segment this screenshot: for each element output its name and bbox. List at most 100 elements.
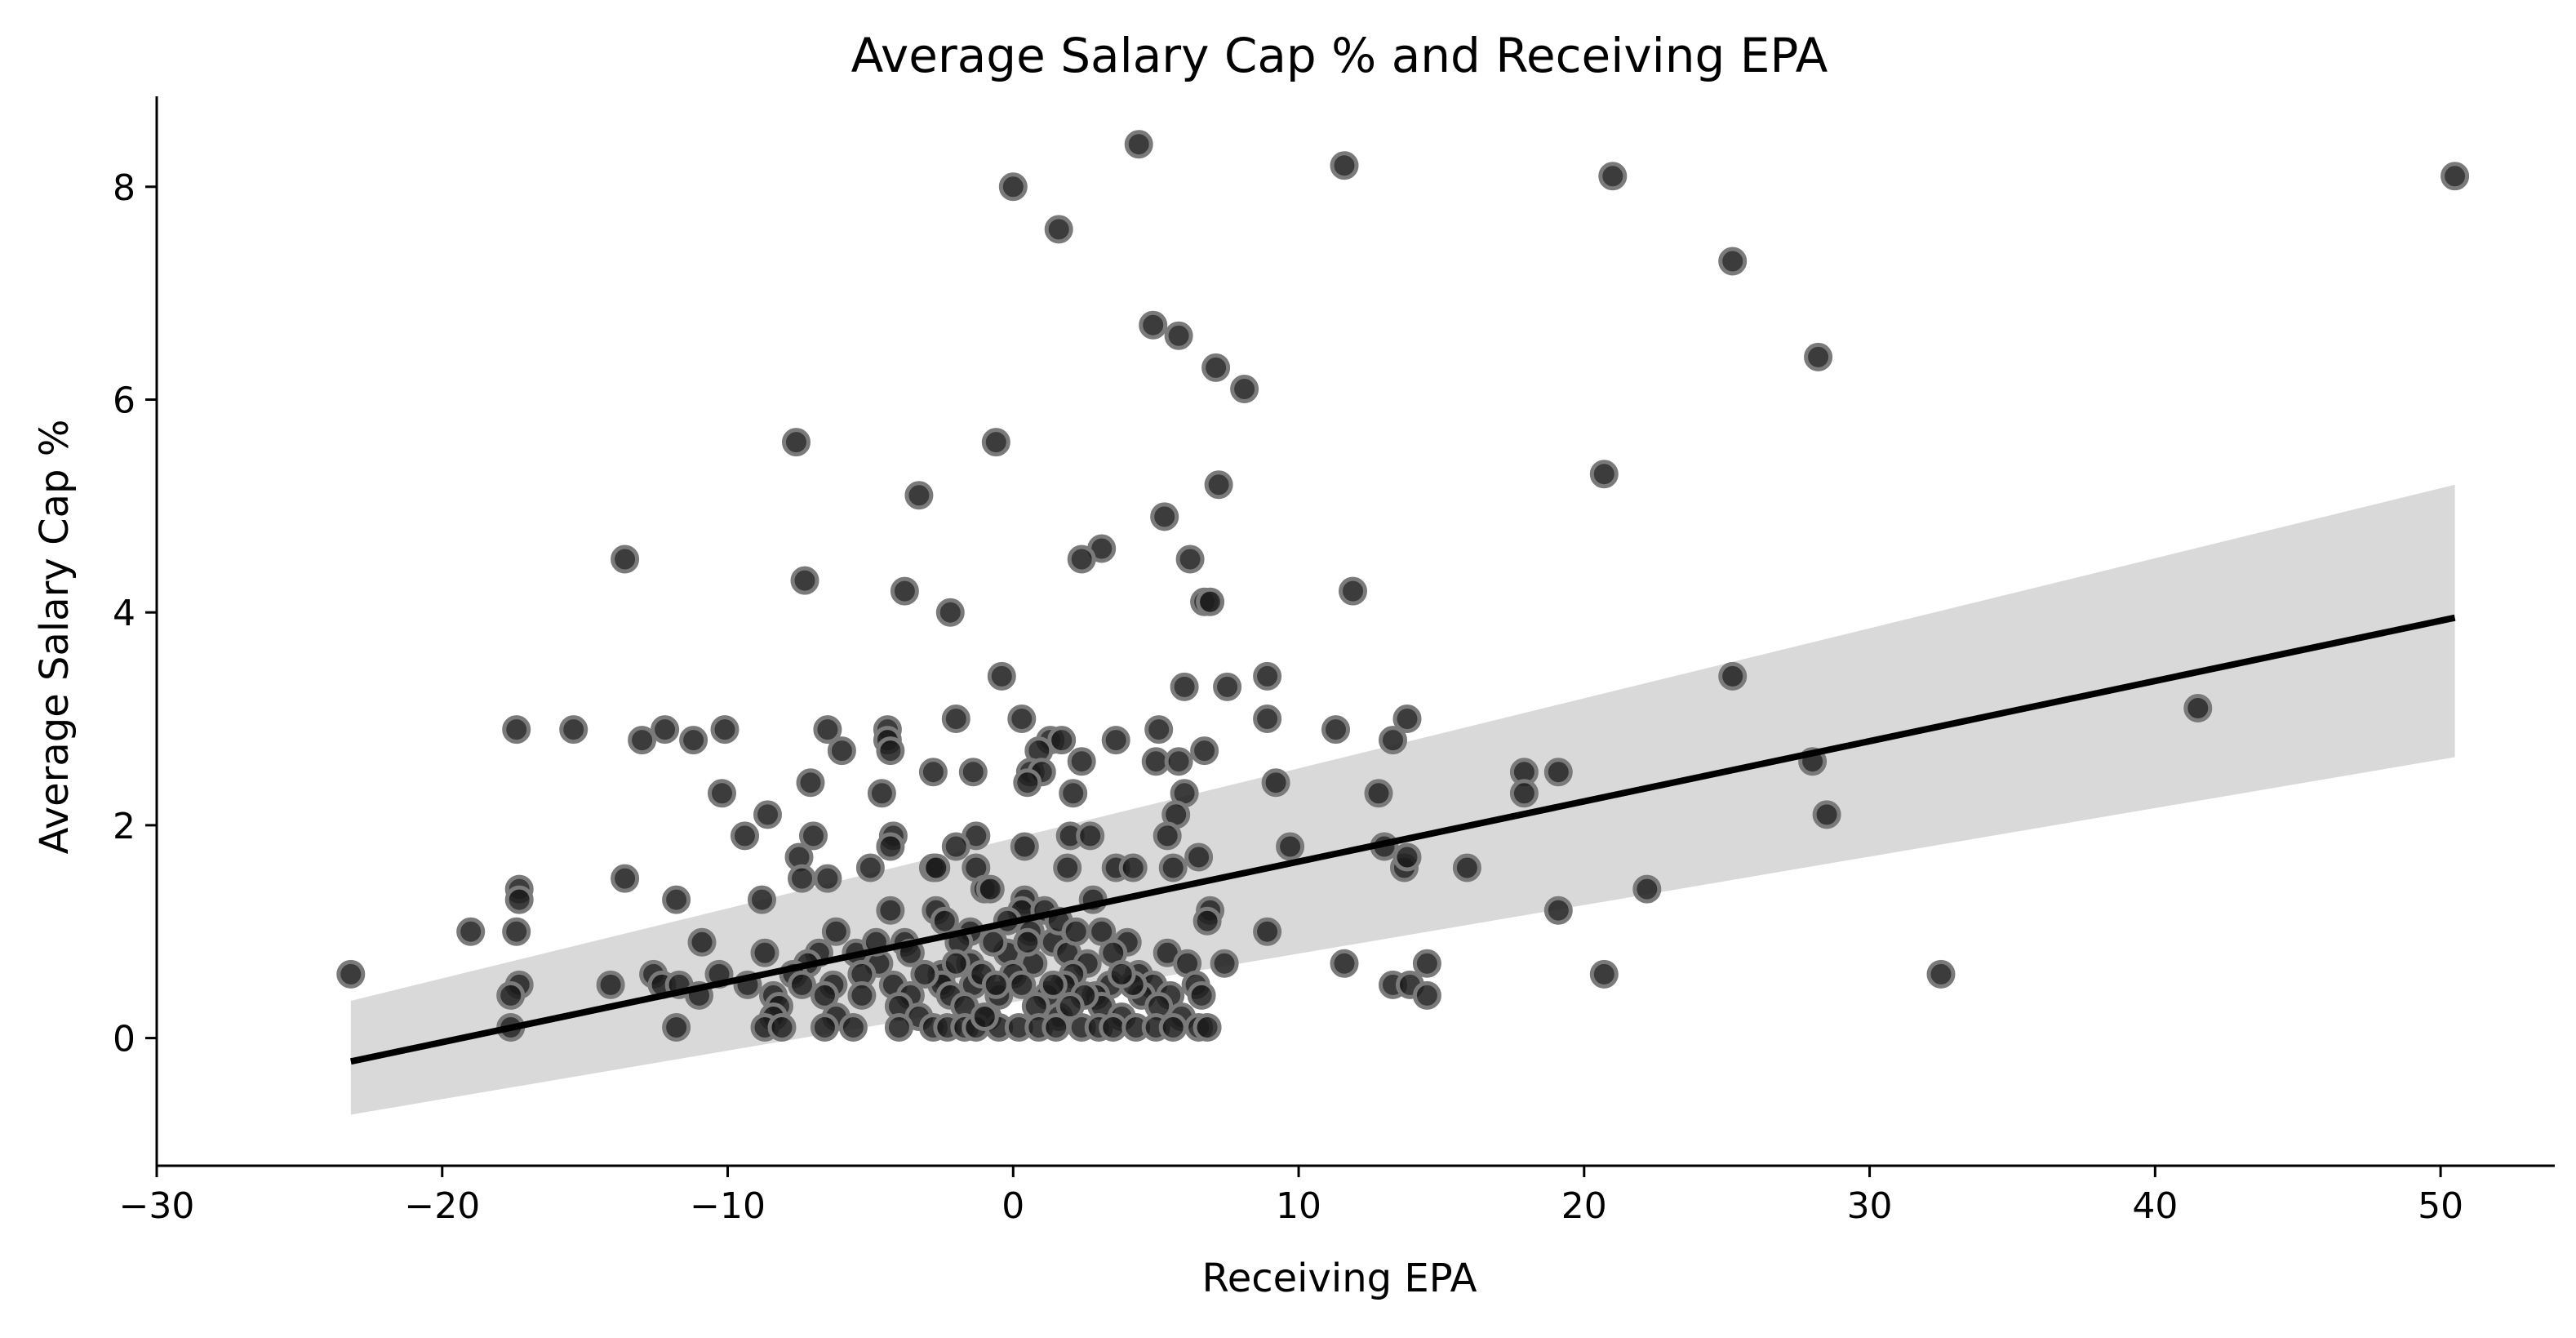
scatter-point xyxy=(1013,768,1042,798)
scatter-point xyxy=(810,980,839,1010)
scatter-point xyxy=(753,800,782,829)
scatter-point xyxy=(502,715,531,745)
scatter-point xyxy=(456,917,486,946)
scatter-point xyxy=(767,1013,797,1042)
x-tick-label: 50 xyxy=(2418,1185,2463,1227)
scatter-point xyxy=(876,736,905,766)
scatter-point xyxy=(1061,917,1090,946)
scatter-point xyxy=(1055,992,1085,1020)
scatter-point xyxy=(890,576,919,606)
scatter-point xyxy=(687,927,717,957)
scatter-point xyxy=(1230,375,1259,403)
regression-line-layer xyxy=(350,614,2456,1065)
scatter-point xyxy=(1812,800,1841,829)
scatter-point xyxy=(958,758,988,787)
scatter-point xyxy=(1164,747,1193,776)
scatter-point xyxy=(1010,832,1039,861)
scatter-point xyxy=(1392,705,1422,733)
scatter-point xyxy=(810,1013,839,1042)
scatter-point xyxy=(2441,162,2470,191)
y-axis-label: Average Salary Cap % xyxy=(32,420,78,855)
scatter-point xyxy=(1175,545,1205,574)
scatter-point xyxy=(981,428,1010,457)
scatter-point xyxy=(596,970,625,999)
scatter-point xyxy=(1412,980,1441,1010)
scatter-point xyxy=(813,715,842,745)
scatter-point xyxy=(1412,949,1441,978)
scatter-point xyxy=(1101,726,1130,755)
scatter-point xyxy=(502,917,531,946)
scatter-point xyxy=(981,970,1010,999)
scatter-point xyxy=(748,885,776,914)
scatter-point xyxy=(827,736,856,766)
x-tick-label: −20 xyxy=(404,1185,480,1227)
scatter-point xyxy=(731,821,759,851)
scatter-point xyxy=(790,566,819,595)
scatter-point xyxy=(651,715,680,745)
scatter-point xyxy=(1339,576,1367,606)
scatter-point xyxy=(1543,896,1573,925)
scatter-point xyxy=(1718,661,1748,691)
y-tick-label: 2 xyxy=(113,806,135,847)
scatter-point xyxy=(1153,821,1182,851)
scatter-point xyxy=(935,598,965,627)
scatter-point xyxy=(799,821,828,851)
scatter-point xyxy=(1379,726,1407,755)
scatter-point xyxy=(1196,587,1225,616)
scatter-point xyxy=(1170,672,1199,701)
scatter-point xyxy=(504,885,534,914)
scatter-point xyxy=(1187,980,1216,1010)
x-tick-label: 30 xyxy=(1847,1185,1893,1227)
scatter-point xyxy=(1076,821,1105,851)
scatter-point xyxy=(679,726,708,755)
scatter-point xyxy=(1210,949,1239,978)
scatter-point xyxy=(975,874,1005,904)
scatter-point xyxy=(2183,694,2213,722)
scatter-point xyxy=(1201,353,1231,382)
scatter-point xyxy=(1044,215,1073,244)
scatter-point xyxy=(941,949,970,978)
x-tick-label: 0 xyxy=(1002,1185,1024,1227)
scatter-point xyxy=(1067,747,1096,776)
scatter-point xyxy=(1118,853,1148,882)
scatter-point xyxy=(1804,342,1833,371)
scatter-point xyxy=(1144,715,1174,745)
chart-title: Average Salary Cap % and Receiving EPA xyxy=(851,28,1828,83)
scatter-point xyxy=(1067,545,1096,574)
scatter-point xyxy=(662,885,691,914)
scatter-point xyxy=(922,853,951,882)
scatter-point xyxy=(662,1013,691,1042)
scatter-point xyxy=(1276,832,1305,861)
scatter-point xyxy=(918,758,948,787)
x-tick-label: −30 xyxy=(119,1185,195,1227)
scatter-point xyxy=(788,970,816,999)
scatter-point xyxy=(1158,1013,1188,1042)
scatter-point xyxy=(867,779,896,808)
scatter-point xyxy=(1158,853,1188,882)
y-tick-label: 6 xyxy=(113,380,135,421)
scatter-point xyxy=(1364,779,1393,808)
scatter-points-layer xyxy=(336,130,2470,1042)
scatter-point xyxy=(1007,705,1037,733)
regression-line xyxy=(350,614,2456,1065)
scatter-point xyxy=(855,853,885,882)
scatter-point xyxy=(1543,758,1573,787)
scatter-point xyxy=(611,864,640,893)
scatter-point xyxy=(788,864,816,893)
scatter-point xyxy=(1193,906,1222,936)
scatter-point xyxy=(1321,715,1350,745)
scatter-point xyxy=(1392,842,1422,872)
y-tick-label: 4 xyxy=(113,593,135,634)
scatter-point xyxy=(1632,874,1662,904)
scatter-point xyxy=(1718,247,1748,276)
scatter-point xyxy=(611,545,640,574)
scatter-point xyxy=(838,1013,868,1042)
scatter-point xyxy=(813,864,842,893)
scatter-point xyxy=(710,715,739,745)
scatter-point xyxy=(904,481,934,510)
x-tick-label: 40 xyxy=(2132,1185,2178,1227)
scatter-point xyxy=(782,428,811,457)
scatter-point xyxy=(970,1002,999,1031)
scatter-point xyxy=(1059,779,1088,808)
